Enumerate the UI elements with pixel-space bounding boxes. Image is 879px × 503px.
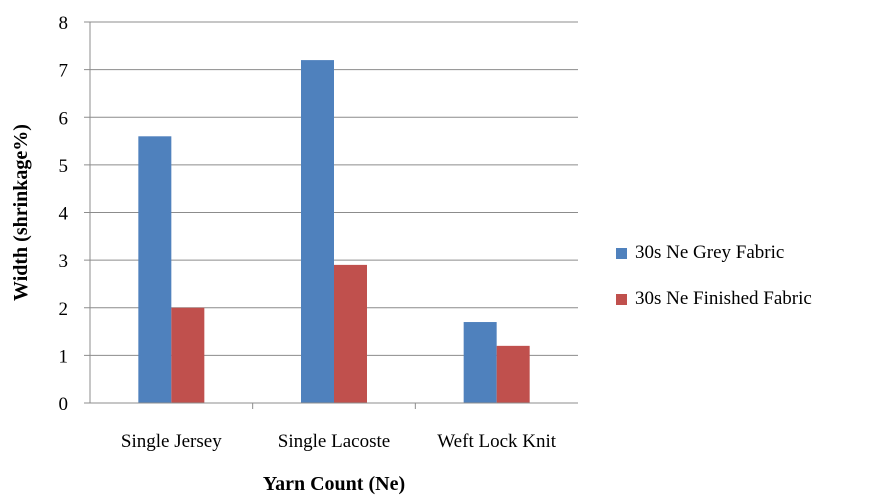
y-axis-title: Width (shrinkage%) [10, 124, 32, 301]
bar [171, 307, 205, 403]
legend: 30s Ne Grey Fabric 30s Ne Finished Fabri… [616, 230, 812, 322]
legend-item-grey: 30s Ne Grey Fabric [616, 230, 812, 276]
bar [463, 322, 497, 403]
y-tick-label: 4 [59, 204, 69, 225]
x-axis-title: Yarn Count (Ne) [263, 473, 405, 495]
bars [138, 60, 530, 404]
y-tick-label: 5 [59, 156, 69, 177]
bar [138, 136, 172, 404]
y-tick-label: 7 [59, 61, 69, 82]
y-tick-label: 3 [59, 251, 69, 272]
y-tick-label: 6 [59, 108, 69, 129]
y-tick-labels: 0 1 2 3 4 5 6 7 8 [59, 13, 90, 415]
x-tick-label: Single Jersey [121, 431, 222, 452]
x-tick-label: Single Lacoste [278, 431, 390, 452]
legend-item-finished: 30s Ne Finished Fabric [616, 276, 812, 322]
y-tick-label: 2 [59, 299, 69, 320]
y-tick-label: 0 [59, 394, 69, 415]
x-tick-label: Weft Lock Knit [437, 431, 556, 452]
y-tick-label: 1 [59, 346, 69, 367]
y-tick-label: 8 [59, 13, 69, 34]
bar [496, 345, 530, 403]
legend-label-grey: 30s Ne Grey Fabric [635, 242, 785, 263]
legend-label-finished: 30s Ne Finished Fabric [635, 288, 812, 309]
bar [334, 264, 367, 403]
bar [301, 60, 334, 403]
legend-swatch-finished [616, 293, 627, 305]
legend-swatch-grey [616, 247, 627, 259]
x-tick-labels: Single Jersey Single Lacoste Weft Lock Kni… [121, 403, 557, 452]
